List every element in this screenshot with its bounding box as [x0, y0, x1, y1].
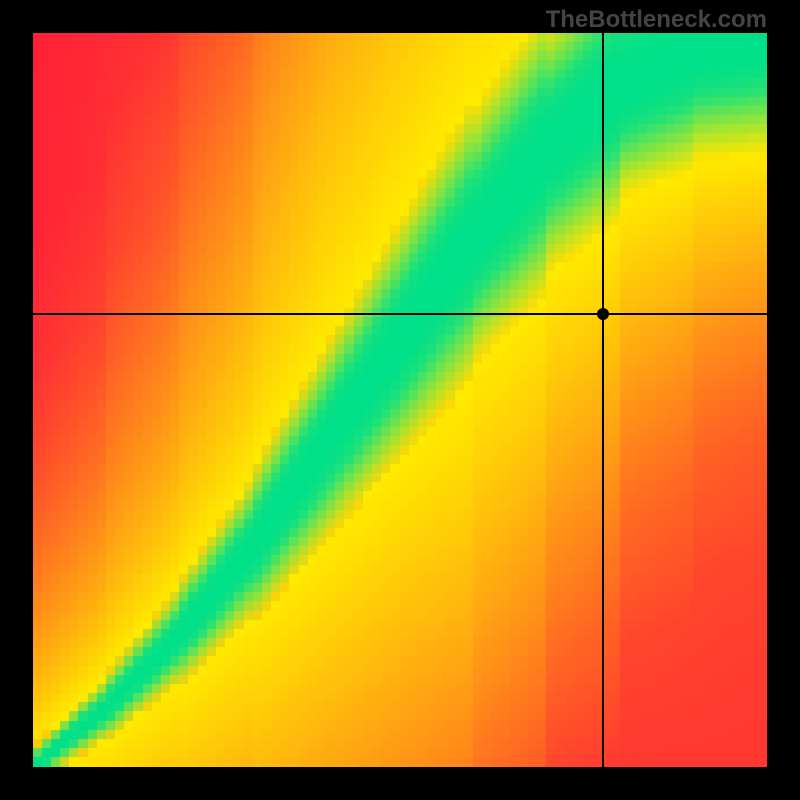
- chart-container: TheBottleneck.com: [0, 0, 800, 800]
- crosshair-horizontal: [33, 313, 767, 315]
- crosshair-marker: [597, 308, 609, 320]
- crosshair-vertical: [602, 33, 604, 767]
- watermark-text: TheBottleneck.com: [546, 6, 767, 34]
- bottleneck-heatmap: [33, 33, 767, 767]
